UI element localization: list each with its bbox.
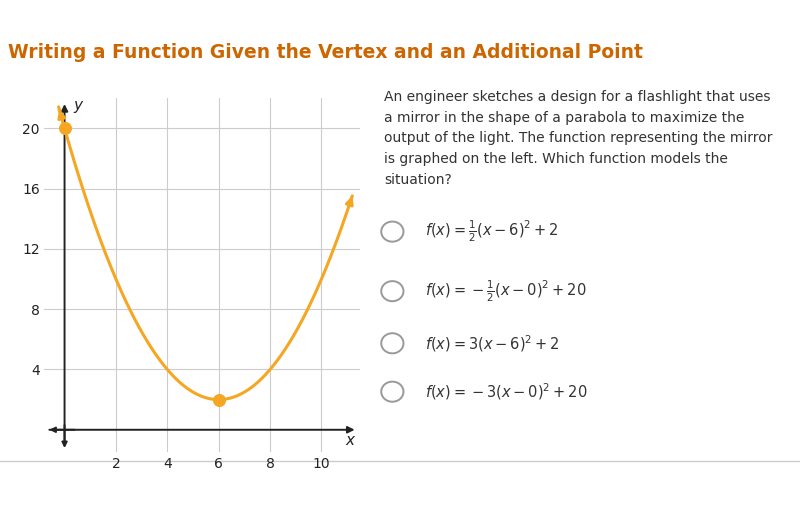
Text: An engineer sketches a design for a flashlight that uses
a mirror in the shape o: An engineer sketches a design for a flas… [384, 90, 773, 187]
Text: ssignment: ssignment [4, 9, 74, 22]
Text: x: x [346, 433, 354, 448]
Text: Writing a Function Given the Vertex and an Additional Point: Writing a Function Given the Vertex and … [8, 43, 643, 63]
Text: $f(x) = 3(x - 6)^2 + 2$: $f(x) = 3(x - 6)^2 + 2$ [426, 333, 560, 354]
Point [212, 396, 225, 404]
Text: $f(x) = -3(x - 0)^2 + 20$: $f(x) = -3(x - 0)^2 + 20$ [426, 382, 588, 402]
Text: y: y [74, 98, 82, 113]
Text: Active: Active [100, 9, 146, 22]
Text: $f(x) = -\frac{1}{2}(x - 0)^2 + 20$: $f(x) = -\frac{1}{2}(x - 0)^2 + 20$ [426, 279, 587, 304]
Text: $f(x) = \frac{1}{2}(x - 6)^2 + 2$: $f(x) = \frac{1}{2}(x - 6)^2 + 2$ [426, 219, 559, 245]
Point [58, 124, 71, 132]
